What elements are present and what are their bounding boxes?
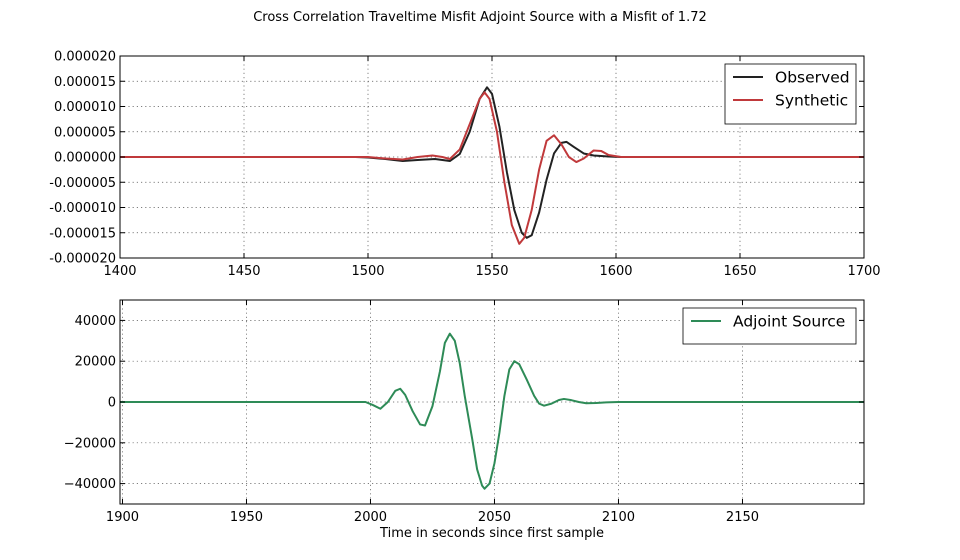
y-tick-label: 0.000000 (54, 151, 116, 166)
y-tick-label: -0.000010 (49, 201, 116, 216)
y-tick-label: 0.000020 (54, 50, 116, 65)
y-tick-label: 0.000005 (54, 125, 116, 140)
x-tick-label: 1450 (227, 264, 260, 279)
series-line-observed (120, 86, 864, 239)
figure-title: Cross Correlation Traveltime Misfit Adjo… (253, 10, 707, 25)
x-axis-label: Time in seconds since first sample (379, 526, 604, 541)
adjoint-source-panel: 1900 1950 2000 2050 2100 2150 40000 20000 0 −2000… (64, 299, 865, 525)
y-tick-label: 40000 (75, 314, 116, 329)
x-tick-label: 2150 (726, 510, 759, 525)
legend-box (682, 307, 857, 345)
y-tick-label: 0 (108, 396, 116, 411)
legend-label: Observed (775, 69, 850, 87)
x-tick-label: 2000 (354, 510, 387, 525)
x-tick-label: 1950 (230, 510, 263, 525)
x-tick-label: 1400 (103, 264, 136, 279)
x-tick-label: 1650 (723, 264, 756, 279)
waveform-panel: 1400 1450 1500 1550 1600 1650 1700 0.000020 0.00… (49, 50, 880, 280)
y-tick-label: −40000 (64, 477, 116, 492)
y-tick-label: 20000 (75, 355, 116, 370)
legend-label: Adjoint Source (733, 313, 845, 331)
y-tick-label: -0.000005 (49, 176, 116, 191)
legend: Adjoint Source (682, 307, 857, 345)
y-tick-label: −20000 (64, 436, 116, 451)
legend-box (724, 63, 857, 125)
x-tick-label: 1500 (351, 264, 384, 279)
x-tick-label: 1900 (106, 510, 139, 525)
y-tick-label: -0.000020 (49, 252, 116, 267)
x-tick-label: 1600 (599, 264, 632, 279)
y-tick-label: 0.000015 (54, 75, 116, 90)
x-tick-label: 1700 (847, 264, 880, 279)
legend: Observed Synthetic (724, 63, 857, 125)
series-line-synthetic (120, 91, 864, 245)
legend-label: Synthetic (775, 92, 848, 110)
y-tick-label: 0.000010 (54, 100, 116, 115)
x-tick-label: 1550 (475, 264, 508, 279)
x-tick-label: 2050 (478, 510, 511, 525)
y-tick-label: -0.000015 (49, 226, 116, 241)
series-line-adjoint-source (120, 332, 864, 490)
x-tick-label: 2100 (602, 510, 635, 525)
